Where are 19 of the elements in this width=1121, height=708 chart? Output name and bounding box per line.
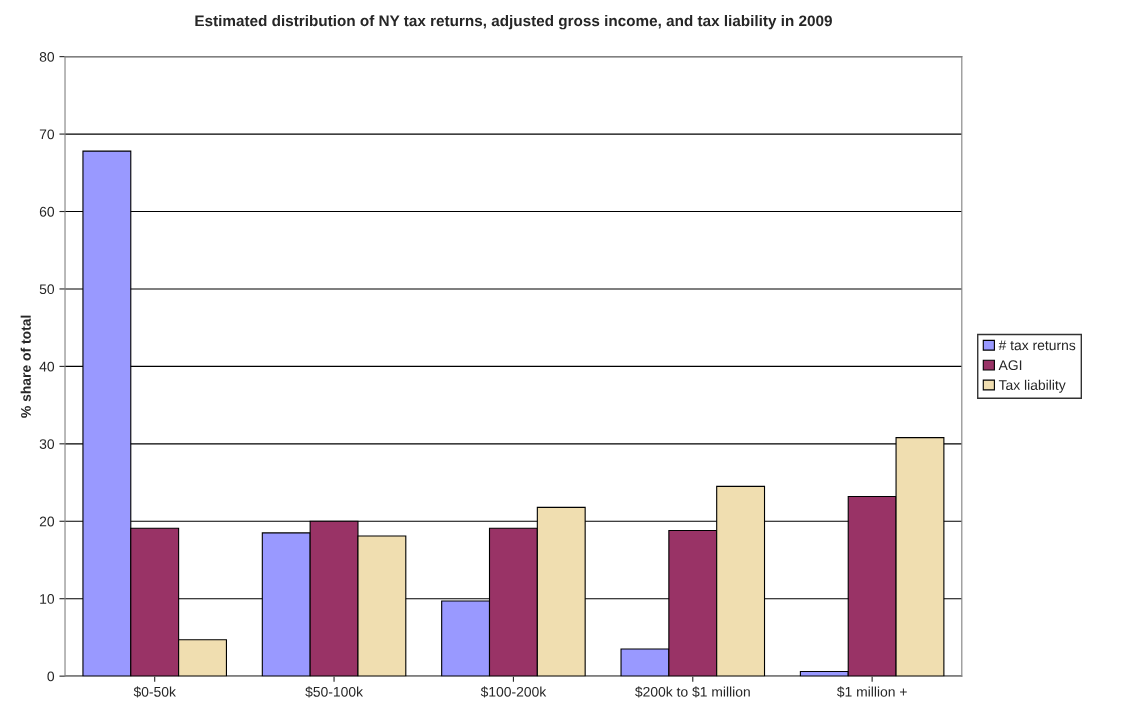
y-tick-label: 30 <box>39 439 55 449</box>
chart-title: Estimated distribution of NY tax returns, adjusted gross income, and tax liability in 2009 <box>195 15 832 30</box>
legend-label: Tax liability <box>998 379 1066 393</box>
legend-label: # tax returns <box>998 340 1076 351</box>
x-tick-label: $200k to $1 million <box>635 686 750 698</box>
x-tick-label: $100-200k <box>480 686 547 698</box>
y-tick-label: 70 <box>39 129 55 140</box>
x-tick-label: $50-100k <box>305 686 364 698</box>
y-tick-label: 10 <box>40 594 55 604</box>
y-tick-label: 50 <box>39 284 55 295</box>
legend-label: AGI <box>998 360 1022 371</box>
x-tick-label: $1 million + <box>836 686 907 698</box>
y-tick-label: 60 <box>39 206 55 217</box>
x-tick-label: $0-50k <box>133 686 176 698</box>
y-tick-label: 80 <box>39 51 55 62</box>
y-axis-title: % share of total <box>20 315 31 418</box>
y-tick-label: 40 <box>39 361 55 372</box>
y-tick-label: 0 <box>47 671 55 682</box>
y-tick-label: 20 <box>39 516 55 527</box>
